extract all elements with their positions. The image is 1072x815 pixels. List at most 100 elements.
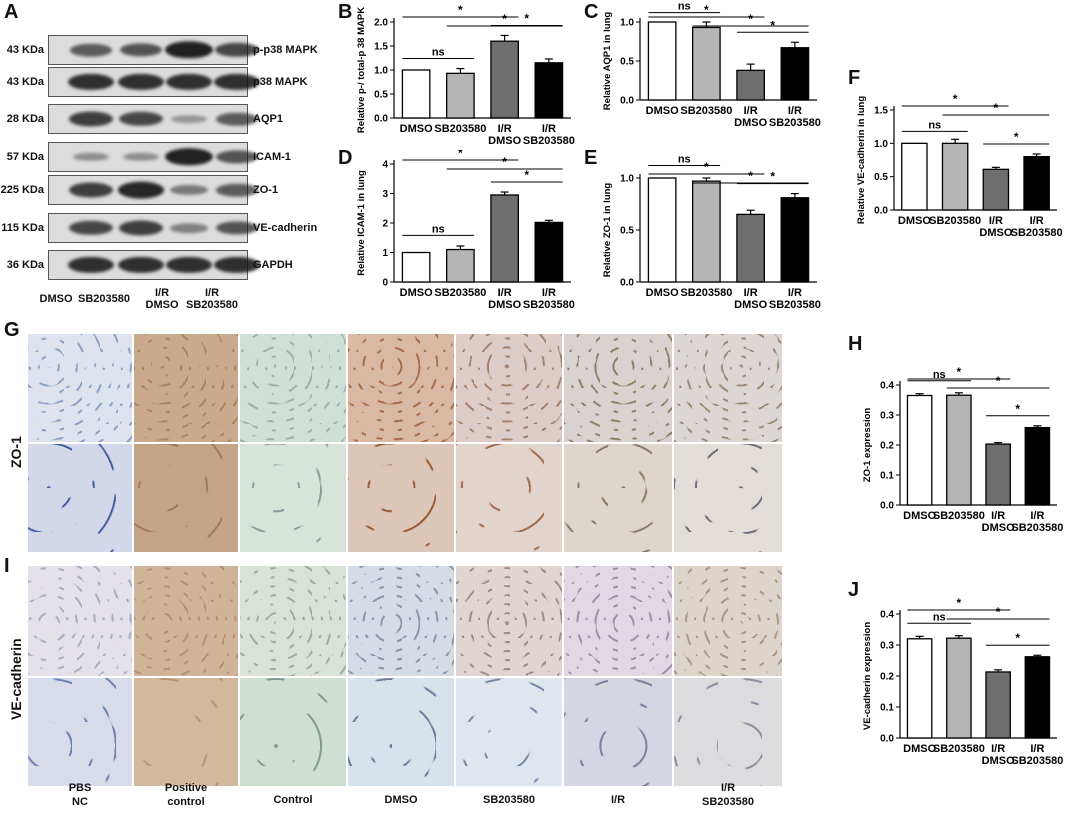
blot-band <box>215 150 259 164</box>
blot-band <box>119 111 163 127</box>
significance-label: * <box>704 3 709 17</box>
category-label: SB203580 <box>1011 522 1063 534</box>
significance-label: * <box>996 605 1001 619</box>
micrograph <box>564 678 672 786</box>
significance-label: * <box>957 598 962 610</box>
micrograph <box>456 334 562 442</box>
y-tick-label: 1.0 <box>620 174 634 185</box>
chart-b: 0.0 0.5 1.0 1.5 2.0 Relative p-/ total-p 38 M… <box>356 3 575 147</box>
vecad-row-label: VE-cadherin <box>8 638 24 720</box>
y-tick-label: 0.3 <box>880 641 894 652</box>
blot-band <box>215 42 259 58</box>
micrograph <box>240 444 346 552</box>
significance-label: ns <box>933 611 946 623</box>
significance-label: * <box>1014 130 1019 144</box>
y-tick-label: 1 <box>382 248 388 259</box>
bar <box>736 213 765 283</box>
significance-label: * <box>458 3 463 17</box>
category-label: DMSO <box>734 299 767 311</box>
micrograph-column-label: I/R <box>610 794 626 806</box>
micrograph <box>134 678 238 786</box>
bar <box>780 197 810 283</box>
blot-band <box>216 112 258 126</box>
y-tick-label: 0.0 <box>874 206 888 217</box>
category-label: SB203580 <box>933 510 985 522</box>
y-tick-label: 0.2 <box>880 672 894 683</box>
y-axis-label: ZO-1 expression <box>862 408 873 483</box>
bar <box>534 221 564 283</box>
blot-band <box>118 220 164 236</box>
micrograph <box>240 566 346 676</box>
category-label: SB203580 <box>769 117 821 129</box>
blot-band <box>118 256 164 274</box>
micrograph <box>674 444 782 552</box>
blot-strip <box>48 104 258 134</box>
bar <box>401 69 431 119</box>
significance-label: * <box>957 365 962 379</box>
kda-label: 43 KDa <box>6 76 44 88</box>
y-tick-label: 1.0 <box>620 18 634 29</box>
y-tick-label: 0.0 <box>374 114 388 125</box>
category-label: DMSO <box>979 227 1012 239</box>
bar <box>982 168 1010 211</box>
blot-group-label: I/R SB203580 <box>186 287 238 311</box>
blot-strip <box>48 67 260 97</box>
y-axis-label: Relative p-/ total-p 38 MAPK <box>356 7 367 133</box>
category-label: DMSO <box>982 522 1015 534</box>
blot-band <box>214 73 260 91</box>
y-tick-label: 1.5 <box>374 42 388 53</box>
bar <box>490 40 519 119</box>
micrograph <box>348 444 454 552</box>
y-axis-label: Relative ZO-1 in lung <box>602 183 613 278</box>
bar <box>946 394 972 506</box>
significance-label: * <box>524 168 529 182</box>
y-tick-label: 0.3 <box>880 411 894 422</box>
micrograph <box>564 444 672 552</box>
bar <box>490 194 519 283</box>
blot-group-label: DMSO <box>39 293 73 305</box>
bar <box>736 69 765 101</box>
blot-band <box>117 181 165 199</box>
blot-band <box>169 184 209 196</box>
micrograph-column-label: Control <box>273 794 313 806</box>
category-label: DMSO <box>903 743 936 755</box>
category-label: I/R <box>788 287 802 299</box>
y-axis-label: Relative VE-cadherin in lung <box>856 96 867 224</box>
blot-band <box>72 152 110 162</box>
micrograph <box>348 566 454 676</box>
protein-label: AQP1 <box>253 113 283 125</box>
blot-band <box>118 73 164 91</box>
panel-label-a: A <box>4 1 19 23</box>
significance-label: * <box>996 374 1001 388</box>
blot-band <box>70 43 112 57</box>
blot-band <box>166 256 212 274</box>
blot-band <box>165 41 213 59</box>
significance-label: * <box>524 11 529 25</box>
category-label: SB203580 <box>434 287 486 299</box>
protein-label: ZO-1 <box>253 184 279 196</box>
category-label: SB203580 <box>680 105 732 117</box>
category-label: SB203580 <box>769 299 821 311</box>
protein-label: GAPDH <box>253 259 293 271</box>
y-tick-label: 0.5 <box>874 172 888 183</box>
micrograph-column-label: PBS NC <box>68 782 92 808</box>
category-label: SB203580 <box>933 743 985 755</box>
bar <box>780 47 810 101</box>
y-tick-label: 0.4 <box>880 610 894 621</box>
category-label: I/R <box>991 743 1005 755</box>
bar <box>901 142 928 211</box>
y-axis-label: VE-cadherin expression <box>862 622 873 730</box>
panel-label-e: E <box>584 147 598 169</box>
significance-label: ns <box>933 369 946 381</box>
protein-label: p38 MAPK <box>253 76 308 88</box>
category-label: I/R <box>1030 215 1044 227</box>
y-tick-label: 0.5 <box>374 90 388 101</box>
y-tick-label: 2 <box>382 219 388 230</box>
micrograph <box>240 334 346 442</box>
bar <box>985 443 1011 506</box>
category-label: DMSO <box>898 215 931 227</box>
blot-group-label: I/R DMSO <box>145 287 179 311</box>
category-label: I/R <box>744 287 758 299</box>
y-tick-label: 0.5 <box>620 57 634 68</box>
micrograph <box>28 444 132 552</box>
